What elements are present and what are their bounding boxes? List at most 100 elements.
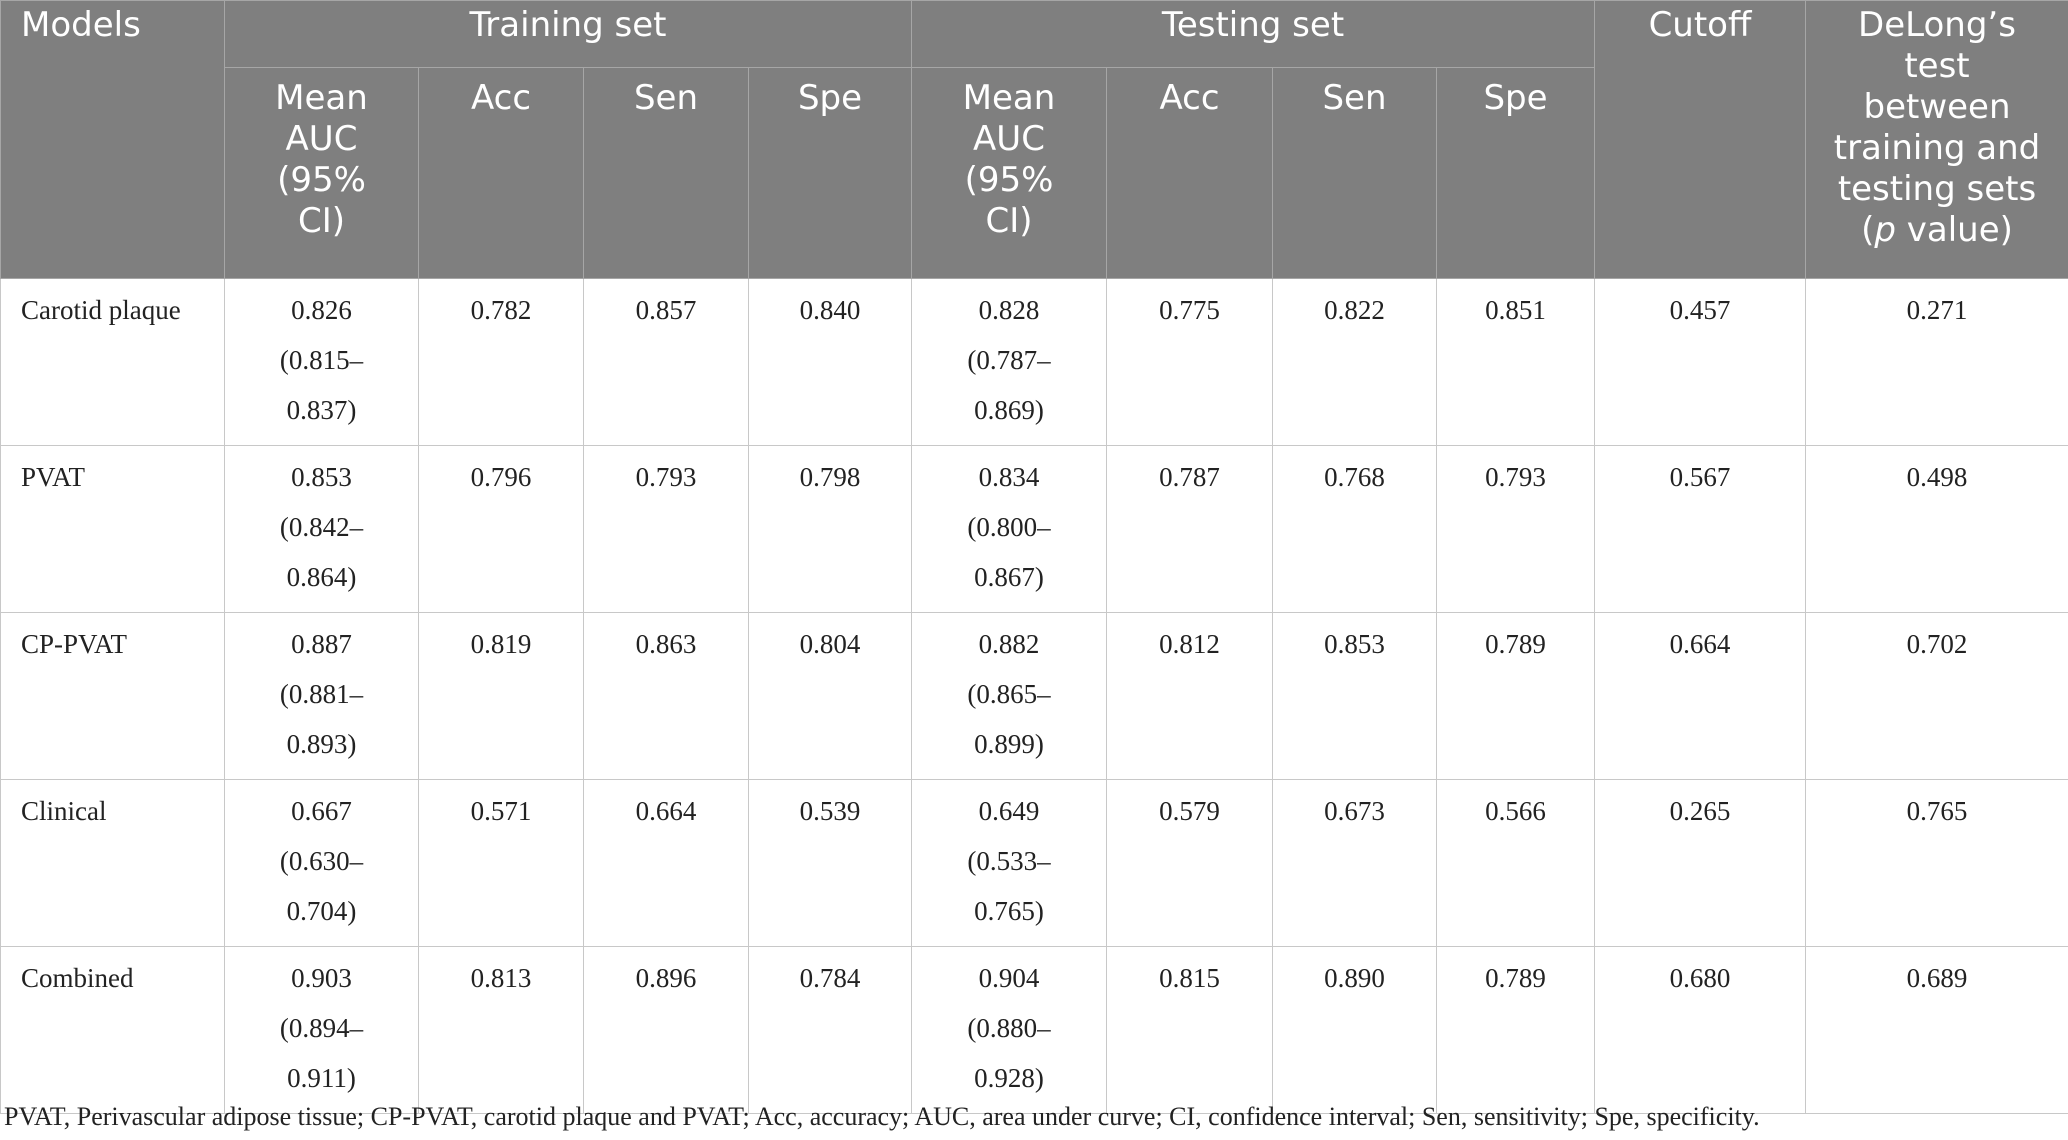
header-cell: Models bbox=[0, 0, 225, 279]
header-cell: Mean AUC (95% CI) bbox=[224, 67, 419, 279]
cell-text: (0.630–0.704) bbox=[279, 846, 364, 926]
header-cell: Sen bbox=[583, 67, 749, 279]
table-cell: 0.853 (0.842–0.864) bbox=[224, 445, 419, 613]
header-text: Mean AUC (95% CI) bbox=[275, 78, 368, 241]
table-cell: Combined bbox=[0, 946, 225, 1114]
table-cell: 0.857 bbox=[583, 278, 749, 446]
table-cell: 0.566 bbox=[1436, 779, 1595, 947]
table-cell: 0.834 (0.800–0.867) bbox=[911, 445, 1107, 613]
header-text: Spe bbox=[1483, 78, 1548, 118]
header-cell: Cutoff bbox=[1594, 0, 1806, 279]
table-row: Combined 0.903 (0.894–0.911) 0.813 0.896 0.78… bbox=[0, 946, 2068, 1114]
table-cell: 0.539 bbox=[748, 779, 912, 947]
table-cell: 0.904 (0.880–0.928) bbox=[911, 946, 1107, 1114]
footnote: PVAT, Perivascular adipose tissue; CP-PV… bbox=[4, 1102, 1760, 1131]
table-cell: 0.793 bbox=[583, 445, 749, 613]
table-cell: 0.822 bbox=[1272, 278, 1437, 446]
cell-text: 0.904 bbox=[978, 963, 1040, 993]
table-cell: 0.813 bbox=[418, 946, 584, 1114]
table-cell: 0.579 bbox=[1106, 779, 1273, 947]
header-cell: Mean AUC (95% CI) bbox=[911, 67, 1107, 279]
table-cell: 0.667 (0.630–0.704) bbox=[224, 779, 419, 947]
cell-text: (0.533–0.765) bbox=[967, 846, 1051, 926]
cell-text: 0.649 bbox=[978, 796, 1040, 826]
table-cell: 0.890 bbox=[1272, 946, 1437, 1114]
header-text: Sen bbox=[1322, 78, 1387, 118]
table-cell: 0.896 bbox=[583, 946, 749, 1114]
header-cell: DeLong’s test between training and testi… bbox=[1805, 0, 2068, 279]
header-text: Acc bbox=[1159, 78, 1220, 118]
cell-text: 0.882 bbox=[978, 629, 1040, 659]
cell-text: (0.787–0.869) bbox=[967, 345, 1051, 425]
header-text: Spe bbox=[797, 78, 863, 118]
table-cell: 0.804 bbox=[748, 612, 912, 780]
table-cell: 0.664 bbox=[583, 779, 749, 947]
cell-text: 0.834 bbox=[978, 462, 1040, 492]
table-cell: 0.680 bbox=[1594, 946, 1806, 1114]
results-table: Models Training set Testing set Cutoff D… bbox=[0, 0, 2068, 1114]
table-cell: 0.567 bbox=[1594, 445, 1806, 613]
header-cell: Testing set bbox=[911, 0, 1595, 68]
table-cell: 0.702 bbox=[1805, 612, 2068, 780]
cell-text: (0.894–0.911) bbox=[279, 1013, 364, 1093]
cell-text: (0.800–0.867) bbox=[967, 512, 1051, 592]
table-cell: 0.789 bbox=[1436, 946, 1595, 1114]
table-cell: 0.673 bbox=[1272, 779, 1437, 947]
header-text: Mean AUC (95% CI) bbox=[962, 78, 1056, 241]
table-cell: 0.784 bbox=[748, 946, 912, 1114]
header-text: p bbox=[1874, 210, 1896, 250]
table-cell: 0.887 (0.881–0.893) bbox=[224, 612, 419, 780]
table-cell: 0.851 bbox=[1436, 278, 1595, 446]
table-cell: 0.853 bbox=[1272, 612, 1437, 780]
table-cell: 0.271 bbox=[1805, 278, 2068, 446]
cell-text: 0.887 bbox=[291, 629, 352, 659]
cell-text: 0.826 bbox=[291, 295, 352, 325]
header-cell: Acc bbox=[418, 67, 584, 279]
header-cell: Training set bbox=[224, 0, 912, 68]
table-cell: 0.840 bbox=[748, 278, 912, 446]
cell-text: 0.853 bbox=[291, 462, 352, 492]
table-cell: 0.498 bbox=[1805, 445, 2068, 613]
table-cell: Clinical bbox=[0, 779, 225, 947]
cell-text: 0.828 bbox=[978, 295, 1040, 325]
table-cell: 0.903 (0.894–0.911) bbox=[224, 946, 419, 1114]
table-cell: 0.689 bbox=[1805, 946, 2068, 1114]
table-cell: 0.775 bbox=[1106, 278, 1273, 446]
table-cell: CP-PVAT bbox=[0, 612, 225, 780]
table-row: CP-PVAT 0.887 (0.881–0.893) 0.819 0.863 0.804… bbox=[0, 612, 2068, 780]
table-cell: 0.812 bbox=[1106, 612, 1273, 780]
header-cell: Sen bbox=[1272, 67, 1437, 279]
table-cell: 0.826 (0.815–0.837) bbox=[224, 278, 419, 446]
cell-text: (0.880–0.928) bbox=[967, 1013, 1051, 1093]
table-cell: PVAT bbox=[0, 445, 225, 613]
table-cell: 0.787 bbox=[1106, 445, 1273, 613]
header-text: value) bbox=[1895, 210, 2013, 250]
table-cell: 0.765 bbox=[1805, 779, 2068, 947]
table-row: Carotid plaque 0.826 (0.815–0.837) 0.782 0.8… bbox=[0, 278, 2068, 446]
table-cell: 0.664 bbox=[1594, 612, 1806, 780]
table-cell: 0.649 (0.533–0.765) bbox=[911, 779, 1107, 947]
table-cell: 0.793 bbox=[1436, 445, 1595, 613]
table-cell: 0.789 bbox=[1436, 612, 1595, 780]
table-cell: 0.815 bbox=[1106, 946, 1273, 1114]
header-text: Sen bbox=[633, 78, 699, 118]
table-cell: 0.782 bbox=[418, 278, 584, 446]
table-cell: 0.828 (0.787–0.869) bbox=[911, 278, 1107, 446]
header-cell: Spe bbox=[748, 67, 912, 279]
header-cell: Spe bbox=[1436, 67, 1595, 279]
cell-text: (0.815–0.837) bbox=[279, 345, 364, 425]
table-cell: 0.265 bbox=[1594, 779, 1806, 947]
table-cell: 0.571 bbox=[418, 779, 584, 947]
cell-text: (0.865–0.899) bbox=[967, 679, 1051, 759]
table-row: Clinical 0.667 (0.630–0.704) 0.571 0.664 0.53… bbox=[0, 779, 2068, 947]
table-cell: Carotid plaque bbox=[0, 278, 225, 446]
table-cell: 0.796 bbox=[418, 445, 584, 613]
header-text: DeLong’s test between training and testi… bbox=[1827, 5, 2047, 251]
table-cell: 0.798 bbox=[748, 445, 912, 613]
table-cell: 0.882 (0.865–0.899) bbox=[911, 612, 1107, 780]
cell-text: (0.881–0.893) bbox=[279, 679, 364, 759]
table-cell: 0.457 bbox=[1594, 278, 1806, 446]
cell-text: 0.667 bbox=[291, 796, 352, 826]
table-cell: 0.768 bbox=[1272, 445, 1437, 613]
